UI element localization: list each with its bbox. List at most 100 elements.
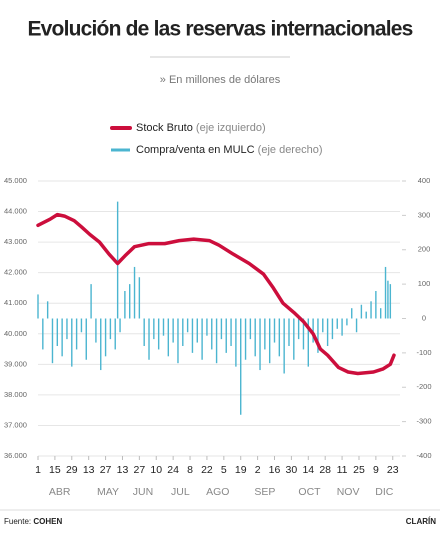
bar bbox=[143, 318, 145, 346]
bar bbox=[100, 318, 102, 371]
bar bbox=[379, 308, 382, 319]
bar bbox=[331, 318, 334, 340]
bar bbox=[206, 318, 208, 336]
bar bbox=[254, 318, 256, 357]
bar bbox=[167, 318, 170, 357]
line bbox=[36, 212, 396, 376]
y-tick-label: 42.000 bbox=[4, 268, 27, 277]
bar bbox=[191, 318, 194, 353]
bar bbox=[322, 318, 324, 333]
month-label: ABR bbox=[49, 486, 71, 498]
bar bbox=[186, 318, 189, 333]
x-tick-label: 1 bbox=[35, 464, 41, 476]
x-tick-label: 9 bbox=[373, 464, 379, 476]
bar bbox=[230, 318, 232, 346]
legend-note: (eje izquierdo) bbox=[196, 122, 266, 134]
source-label: Fuente: bbox=[4, 517, 31, 526]
bar bbox=[95, 318, 97, 343]
x-tick-label: 15 bbox=[49, 464, 61, 476]
bar bbox=[351, 308, 353, 319]
bar bbox=[307, 318, 309, 367]
bar bbox=[370, 301, 372, 319]
bar bbox=[283, 318, 285, 374]
y-tick-label: 43.000 bbox=[4, 237, 27, 246]
month-label: JUN bbox=[133, 486, 153, 498]
x-tick-label: 14 bbox=[302, 464, 314, 476]
x-tick-label: 16 bbox=[269, 464, 281, 476]
x-tick-label: 30 bbox=[286, 464, 298, 476]
y-tick-label: 39.000 bbox=[4, 359, 27, 368]
bar bbox=[244, 318, 247, 360]
bar bbox=[153, 318, 155, 340]
y-tick-label: 38.000 bbox=[4, 390, 27, 399]
legend-label: Compra/venta en MULC (eje derecho) bbox=[136, 144, 323, 156]
bar bbox=[75, 318, 78, 350]
bar bbox=[56, 318, 59, 346]
bar bbox=[360, 304, 363, 319]
bar bbox=[116, 201, 119, 319]
x-tick-label: 25 bbox=[353, 464, 365, 476]
y-tick-label: 45.000 bbox=[4, 176, 27, 185]
x-tick-label: 27 bbox=[134, 464, 146, 476]
bar bbox=[61, 318, 63, 357]
bar bbox=[365, 311, 367, 319]
bar bbox=[387, 280, 389, 319]
bar bbox=[148, 318, 150, 360]
bar bbox=[90, 284, 92, 319]
brand: CLARÍN bbox=[406, 517, 436, 526]
bar bbox=[288, 318, 290, 346]
bar bbox=[42, 318, 44, 350]
x-tick-label: 27 bbox=[100, 464, 112, 476]
bar bbox=[317, 318, 319, 353]
x-tick-label: 24 bbox=[167, 464, 179, 476]
bar bbox=[104, 318, 107, 357]
bar bbox=[312, 318, 314, 343]
y2-tick-label: 400 bbox=[418, 176, 431, 185]
bar bbox=[297, 318, 300, 340]
bar bbox=[259, 318, 261, 371]
bar bbox=[235, 318, 237, 367]
bar bbox=[196, 318, 198, 343]
bar bbox=[278, 318, 281, 357]
chart-subtitle: » En millones de dólares bbox=[160, 74, 281, 86]
x-tick-label: 28 bbox=[319, 464, 331, 476]
y-tick-label: 36.000 bbox=[4, 451, 27, 460]
bar bbox=[182, 318, 184, 346]
x-tick-label: 23 bbox=[387, 464, 399, 476]
bar bbox=[341, 318, 343, 336]
bar bbox=[51, 318, 54, 364]
bar bbox=[375, 291, 377, 319]
month-label: NOV bbox=[337, 486, 360, 498]
bar bbox=[114, 318, 116, 350]
bar bbox=[119, 318, 121, 333]
bar bbox=[293, 318, 295, 360]
y-tick-label: 40.000 bbox=[4, 329, 27, 338]
bar bbox=[384, 266, 387, 319]
x-tick-label: 29 bbox=[66, 464, 78, 476]
bar bbox=[37, 294, 39, 319]
y2-tick-label: -400 bbox=[416, 451, 431, 460]
bar bbox=[80, 318, 83, 333]
y2-tick-label: 0 bbox=[422, 313, 426, 322]
month-label: DIC bbox=[375, 486, 394, 498]
y-tick-label: 44.000 bbox=[4, 207, 27, 216]
bar bbox=[326, 318, 329, 346]
x-tick-label: 8 bbox=[187, 464, 193, 476]
bar bbox=[225, 318, 227, 353]
legend-note: (eje derecho) bbox=[258, 144, 323, 156]
y2-tick-label: 200 bbox=[418, 245, 431, 254]
y2-tick-label: -300 bbox=[416, 417, 431, 426]
x-tick-label: 2 bbox=[255, 464, 261, 476]
x-tick-label: 19 bbox=[235, 464, 247, 476]
month-label: MAY bbox=[97, 486, 119, 498]
y2-tick-label: 300 bbox=[418, 210, 431, 219]
bar bbox=[336, 318, 338, 329]
month-label: AGO bbox=[206, 486, 229, 498]
legend-name: Stock Bruto bbox=[136, 122, 193, 134]
legend-swatch bbox=[111, 148, 130, 152]
bar bbox=[138, 277, 141, 319]
bar bbox=[389, 284, 392, 319]
bar bbox=[133, 266, 136, 319]
bar bbox=[66, 318, 68, 340]
